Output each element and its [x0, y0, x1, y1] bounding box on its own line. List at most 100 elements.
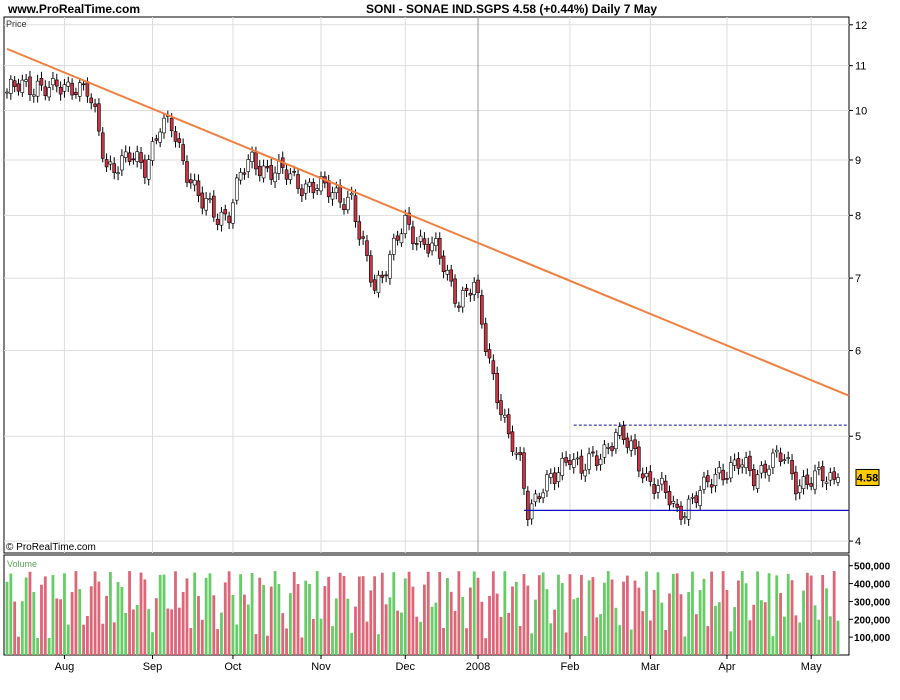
volume-bar [135, 604, 139, 655]
candle-body [767, 468, 771, 476]
volume-bar [449, 591, 453, 655]
volume-bar [675, 573, 679, 655]
volume-bar [557, 574, 560, 655]
candle-body [58, 87, 63, 95]
candle-body [257, 166, 262, 177]
candle-body [652, 484, 656, 494]
volume-bar [243, 594, 246, 655]
candle-body [311, 182, 316, 194]
candle-body [430, 242, 434, 252]
volume-bar [717, 602, 721, 655]
candle-body [598, 458, 603, 466]
candle-body [824, 481, 829, 484]
candle-body [656, 485, 660, 493]
time-tick-label: Oct [224, 661, 241, 673]
volume-bar [495, 593, 499, 655]
candle-body [242, 172, 247, 175]
volume-bar [74, 571, 78, 655]
volume-bar [288, 593, 292, 655]
candle-body [231, 202, 235, 224]
volume-bar [315, 571, 319, 655]
volume-bar [101, 623, 105, 655]
time-tick-label: Nov [311, 661, 331, 673]
candle-body [81, 83, 86, 86]
candle-body [663, 480, 668, 493]
volume-bar [530, 633, 534, 655]
candle-body [602, 444, 607, 458]
volume-bar [591, 577, 595, 655]
candle-body [51, 78, 55, 86]
volume-bar [66, 624, 70, 655]
volume-bar [400, 612, 403, 655]
volume-bar [197, 596, 200, 655]
price-tick-label: 7 [855, 273, 861, 285]
volume-bar [97, 581, 101, 655]
candle-body [755, 474, 760, 489]
candle-body [778, 452, 783, 462]
volume-bar [534, 599, 537, 655]
volume-bar [576, 597, 579, 655]
volume-bar [139, 572, 143, 655]
candle-body [28, 76, 32, 95]
volume-bar [212, 595, 216, 655]
volume-bar [423, 584, 426, 655]
volume-bar [809, 575, 813, 655]
volume-bar [622, 581, 625, 655]
price-label: Price [6, 19, 27, 29]
volume-bar [13, 601, 17, 655]
volume-bar [181, 592, 185, 655]
candle-body [495, 372, 499, 403]
candle-body [813, 470, 817, 490]
candle-body [633, 439, 637, 449]
candle-body [24, 79, 28, 82]
price-tick-label: 9 [855, 155, 861, 167]
candle-body [648, 471, 653, 482]
volume-bar [545, 589, 549, 655]
volume-tick-label: 500,000 [854, 562, 891, 573]
volume-bar [802, 590, 805, 655]
time-tick-label: Sep [143, 661, 163, 673]
candle-body [169, 117, 174, 132]
candle-body [62, 84, 67, 92]
volume-bar [185, 578, 189, 655]
volume-bar [522, 573, 526, 655]
volume-bar [403, 578, 407, 655]
candle-body [732, 459, 737, 466]
candle-body [797, 485, 802, 494]
candle-body [817, 467, 821, 470]
candle-body [211, 195, 216, 218]
candle-body [123, 151, 128, 158]
candle-body [269, 165, 274, 180]
candle-body [629, 440, 634, 451]
price-candles [5, 70, 840, 527]
candle-body [587, 453, 591, 470]
volume-bar [254, 634, 258, 655]
candle-body [77, 82, 82, 97]
volume-tick-label: 300,000 [854, 597, 891, 608]
candle-body [112, 163, 117, 174]
volume-bar [775, 575, 779, 655]
volume-bar [480, 601, 484, 655]
volume-bar [782, 616, 786, 655]
volume-bar [553, 609, 557, 655]
candle-body [568, 460, 572, 466]
volume-bar [116, 582, 120, 655]
volume-bar [147, 609, 151, 655]
volume-bar [407, 571, 411, 655]
volume-bar [193, 572, 197, 655]
volume-bar [760, 600, 763, 655]
volume-bar [652, 589, 656, 655]
volume-bar [143, 579, 147, 655]
price-tick-label: 5 [855, 431, 861, 443]
candle-body [108, 161, 113, 165]
candle-body [296, 174, 300, 189]
candle-body [472, 281, 476, 295]
candle-body [43, 86, 48, 96]
candle-body [679, 505, 683, 520]
volume-bar [786, 573, 790, 655]
volume-bar [583, 636, 587, 655]
site-name[interactable]: www.ProRealTime.com [8, 2, 141, 16]
candle-body [127, 152, 132, 162]
volume-bar [817, 619, 821, 655]
